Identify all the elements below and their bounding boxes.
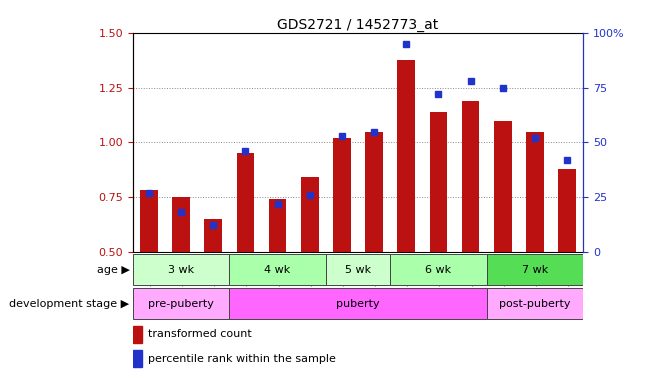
Bar [365, 132, 383, 252]
Bar [494, 121, 512, 252]
Text: percentile rank within the sample: percentile rank within the sample [148, 354, 336, 364]
Text: pre-puberty: pre-puberty [148, 298, 214, 309]
Bar [487, 288, 583, 319]
Bar [559, 169, 576, 252]
Text: 6 wk: 6 wk [425, 265, 452, 275]
Text: puberty: puberty [336, 298, 380, 309]
Text: transformed count: transformed count [148, 329, 251, 339]
Bar [133, 254, 229, 285]
Text: 4 wk: 4 wk [264, 265, 291, 275]
Bar [462, 101, 480, 252]
Bar [204, 219, 222, 252]
Text: 7 wk: 7 wk [522, 265, 548, 275]
Text: 5 wk: 5 wk [345, 265, 371, 275]
Bar [133, 288, 229, 319]
Bar [172, 197, 190, 252]
Text: development stage ▶: development stage ▶ [10, 298, 130, 309]
Bar [133, 350, 143, 367]
Bar [430, 112, 447, 252]
Bar [390, 254, 487, 285]
Bar [326, 254, 390, 285]
Text: age ▶: age ▶ [97, 265, 130, 275]
Text: post-puberty: post-puberty [499, 298, 571, 309]
Bar [397, 60, 415, 252]
Text: 3 wk: 3 wk [168, 265, 194, 275]
Bar [237, 153, 254, 252]
Bar [526, 132, 544, 252]
Bar [487, 254, 583, 285]
Bar [269, 199, 286, 252]
Bar [133, 326, 143, 343]
Bar [301, 177, 319, 252]
Bar [229, 254, 326, 285]
Bar [140, 190, 157, 252]
Title: GDS2721 / 1452773_at: GDS2721 / 1452773_at [277, 18, 439, 32]
Bar [333, 138, 351, 252]
Bar [229, 288, 487, 319]
